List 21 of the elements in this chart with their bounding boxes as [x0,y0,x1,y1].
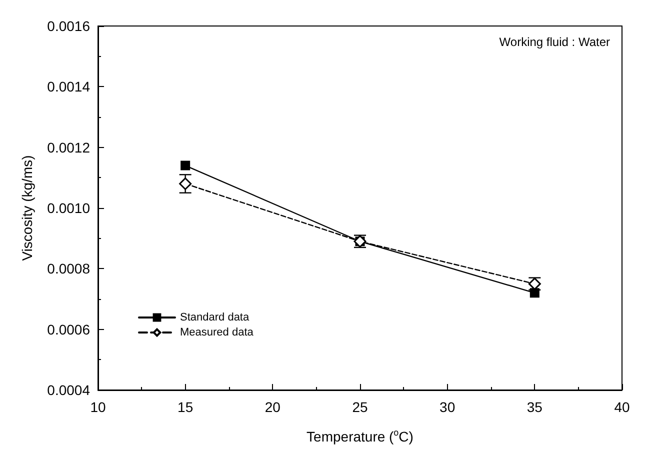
x-tick-label: 35 [526,399,543,415]
y-tick-label: 0.0012 [47,139,90,156]
point [179,177,192,190]
x-tick-label: 20 [264,399,281,415]
annotation: Working fluid : Water [499,35,610,49]
x-tick-label: 30 [440,399,456,415]
x-tick-label: 40 [614,399,630,415]
y-tick-label: 0.0006 [47,321,90,338]
point [530,288,540,298]
y-axis-title: Viscosity (kg/ms) [19,155,35,261]
x-tick-label: 15 [178,399,194,415]
x-tick-label: 25 [352,399,368,415]
x-tick-label: 10 [90,399,106,415]
point [180,160,190,170]
y-tick-label: 0.0016 [47,18,90,34]
legend-label: Standard data [180,312,250,324]
y-tick-label: 0.0004 [47,382,90,398]
y-tick-label: 0.0008 [47,260,90,277]
y-tick-label: 0.0010 [47,200,90,216]
y-tick-label: 0.0014 [47,78,90,95]
legend-label: Measured data [180,326,254,338]
